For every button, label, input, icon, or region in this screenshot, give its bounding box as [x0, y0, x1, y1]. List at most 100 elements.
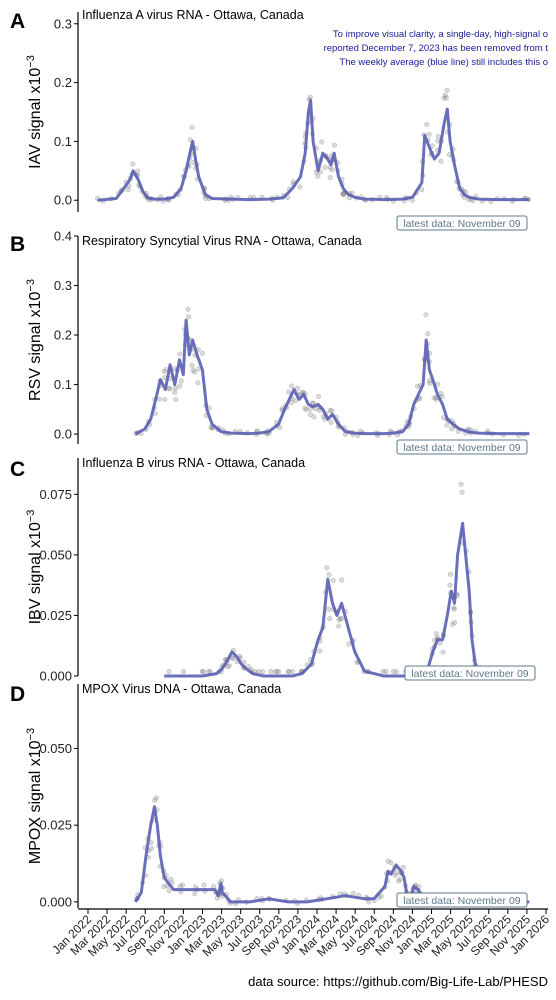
- raw-point: [378, 893, 384, 899]
- y-tick-label: 0.075: [39, 487, 72, 502]
- raw-point: [442, 92, 448, 98]
- raw-points: [166, 481, 530, 675]
- raw-point: [393, 870, 399, 876]
- raw-point: [426, 131, 432, 137]
- y-tick-label: 0.2: [54, 75, 72, 90]
- panel-title: Respiratory Syncytial Virus RNA - Ottawa…: [82, 234, 362, 248]
- raw-point: [324, 565, 330, 571]
- raw-point: [433, 396, 439, 402]
- panel-c: C 0.000 0.025 0.050 0.075 IBV signal x10−3 Inf…: [10, 456, 536, 684]
- raw-point: [156, 396, 163, 402]
- raw-point: [327, 175, 333, 181]
- raw-point: [451, 606, 457, 612]
- raw-point: [177, 883, 183, 889]
- raw-point: [153, 795, 159, 801]
- raw-point: [449, 426, 455, 432]
- raw-point: [286, 669, 292, 675]
- raw-point: [285, 669, 291, 675]
- latest-data-label: latest data: November 09: [411, 668, 528, 680]
- panel-b: B 0.0 0.1 0.2 0.3 0.4 RSV signal x10−3 Respirat…: [10, 229, 530, 455]
- raw-point: [346, 641, 352, 647]
- raw-point: [192, 369, 198, 375]
- raw-point: [383, 669, 389, 675]
- y-tick-label: 0.3: [54, 16, 72, 31]
- y-tick-label: 0.025: [39, 818, 72, 833]
- panel-a: A 0.0 0.1 0.2 0.3 IAV signal x10−3 Influenza A…: [10, 8, 549, 231]
- raw-point: [195, 380, 201, 386]
- raw-point: [276, 669, 282, 675]
- raw-point: [423, 312, 429, 318]
- raw-point: [443, 95, 449, 101]
- raw-point: [189, 362, 195, 368]
- note-line: To improve visual clarity, a single-day,…: [333, 29, 548, 40]
- raw-point: [419, 187, 425, 193]
- y-tick-label: 0.1: [54, 377, 72, 392]
- y-axis-label: RSV signal x10−3: [25, 279, 44, 401]
- raw-point: [390, 669, 397, 675]
- raw-point: [200, 669, 206, 675]
- raw-point: [327, 616, 333, 622]
- raw-point: [272, 669, 278, 675]
- raw-point: [311, 414, 317, 420]
- raw-point: [328, 419, 334, 425]
- latest-data-label: latest data: November 09: [403, 442, 520, 454]
- raw-point: [260, 669, 266, 675]
- raw-point: [177, 351, 183, 357]
- raw-point: [297, 184, 303, 190]
- raw-point: [458, 481, 464, 487]
- raw-point: [327, 408, 333, 414]
- y-tick-label: 0.0: [54, 427, 72, 442]
- raw-point: [397, 876, 403, 883]
- weekly-average-line: [134, 318, 530, 436]
- latest-data-badge: [396, 892, 528, 908]
- note-line: reported December 7, 2023 has been remov…: [324, 43, 549, 54]
- raw-point: [400, 864, 406, 870]
- raw-point: [178, 378, 184, 384]
- panel-title: Influenza B virus RNA - Ottawa, Canada: [82, 456, 305, 470]
- raw-point: [322, 164, 328, 171]
- raw-point: [459, 489, 465, 495]
- y-tick-label: 0.050: [39, 741, 72, 756]
- raw-point: [294, 385, 301, 391]
- raw-point: [292, 398, 299, 404]
- y-tick-label: 0.050: [39, 547, 72, 562]
- raw-point: [302, 405, 308, 411]
- panel-letter: C: [10, 458, 25, 481]
- raw-point: [431, 395, 437, 401]
- raw-point: [452, 620, 458, 626]
- raw-point: [135, 168, 141, 174]
- raw-point: [325, 606, 332, 612]
- raw-point: [393, 669, 400, 675]
- raw-point: [172, 385, 179, 391]
- raw-point: [167, 386, 173, 392]
- raw-point: [438, 158, 444, 164]
- weekly-average-line: [164, 521, 530, 678]
- raw-point: [277, 424, 283, 431]
- y-axis-label: IBV signal x10−3: [25, 510, 44, 625]
- raw-point: [192, 891, 198, 897]
- panel-letter: B: [10, 233, 25, 256]
- raw-point: [230, 655, 236, 661]
- raw-point: [286, 389, 292, 395]
- raw-point: [433, 631, 439, 637]
- raw-point: [189, 124, 195, 130]
- raw-point: [179, 882, 185, 888]
- raw-point: [168, 876, 174, 882]
- y-tick-label: 0.025: [39, 608, 72, 623]
- raw-point: [341, 192, 347, 198]
- raw-point: [427, 380, 433, 386]
- raw-point: [392, 872, 398, 879]
- raw-point: [388, 860, 394, 866]
- raw-point: [447, 571, 454, 577]
- raw-point: [336, 623, 342, 629]
- raw-point: [161, 884, 167, 890]
- y-axis-label: IAV signal x10−3: [25, 55, 44, 169]
- raw-point: [444, 87, 450, 93]
- raw-point: [414, 383, 420, 389]
- raw-point: [161, 369, 167, 375]
- raw-point: [440, 649, 446, 655]
- raw-point: [201, 882, 207, 888]
